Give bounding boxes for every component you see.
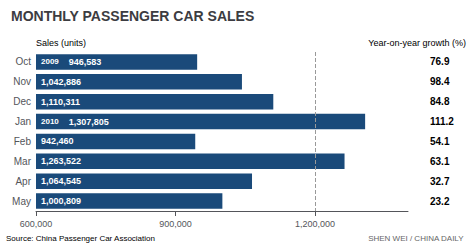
svg-text:946,583: 946,583 bbox=[69, 57, 102, 67]
svg-text:76.9: 76.9 bbox=[430, 56, 450, 67]
svg-text:Dec: Dec bbox=[13, 96, 31, 107]
svg-text:1,263,522: 1,263,522 bbox=[41, 156, 81, 166]
svg-text:1,200,000: 1,200,000 bbox=[295, 219, 335, 229]
svg-text:84.8: 84.8 bbox=[430, 96, 450, 107]
svg-text:MONTHLY PASSENGER CAR SALES: MONTHLY PASSENGER CAR SALES bbox=[11, 8, 254, 24]
svg-text:May: May bbox=[12, 196, 31, 207]
svg-text:1,307,805: 1,307,805 bbox=[69, 117, 109, 127]
svg-text:900,000: 900,000 bbox=[159, 219, 192, 229]
svg-text:111.2: 111.2 bbox=[430, 116, 454, 127]
svg-text:Mar: Mar bbox=[14, 156, 32, 167]
svg-text:Source: China Passenger Car As: Source: China Passenger Car Association bbox=[6, 234, 155, 243]
svg-text:Year-on-year growth (%): Year-on-year growth (%) bbox=[368, 38, 466, 48]
svg-text:Apr: Apr bbox=[15, 176, 31, 187]
svg-text:Jan: Jan bbox=[15, 116, 31, 127]
svg-text:1,110,311: 1,110,311 bbox=[41, 97, 80, 107]
svg-text:Sales (units): Sales (units) bbox=[36, 38, 86, 48]
svg-text:Feb: Feb bbox=[14, 136, 32, 147]
svg-text:1,042,886: 1,042,886 bbox=[41, 77, 81, 87]
svg-text:600,000: 600,000 bbox=[20, 219, 53, 229]
svg-text:Oct: Oct bbox=[15, 56, 31, 67]
svg-text:2010: 2010 bbox=[41, 117, 59, 126]
svg-text:942,460: 942,460 bbox=[41, 136, 74, 146]
svg-text:54.1: 54.1 bbox=[430, 136, 450, 147]
svg-text:98.4: 98.4 bbox=[430, 76, 450, 87]
svg-text:63.1: 63.1 bbox=[430, 156, 450, 167]
svg-text:32.7: 32.7 bbox=[430, 176, 450, 187]
svg-text:2009: 2009 bbox=[41, 57, 59, 66]
svg-text:1,000,809: 1,000,809 bbox=[41, 196, 81, 206]
svg-text:SHEN WEI / CHINA DAILY: SHEN WEI / CHINA DAILY bbox=[368, 234, 464, 243]
svg-text:Nov: Nov bbox=[13, 76, 31, 87]
svg-text:1,064,545: 1,064,545 bbox=[41, 176, 81, 186]
svg-text:23.2: 23.2 bbox=[430, 196, 450, 207]
